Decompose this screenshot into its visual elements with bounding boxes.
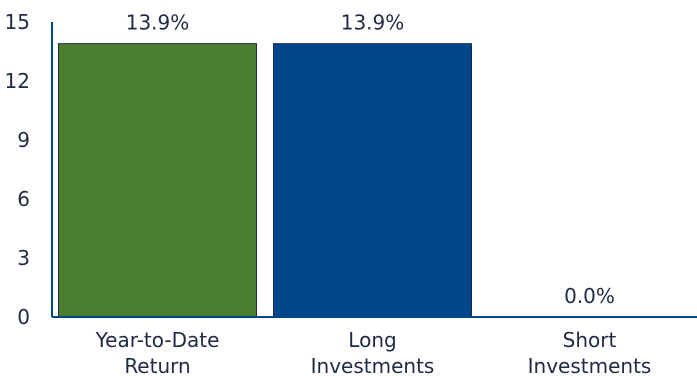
value-label-0: 13.9% [126,11,190,35]
y-tick-label-4: 12 [5,69,30,93]
category-label-0: Year-to-Date Return [95,328,220,376]
category-label-2: Short Investments [528,328,652,376]
category-label-1: Long Investments [311,328,435,376]
bars [58,43,689,318]
y-tick-label-0: 0 [17,305,30,329]
y-axis-ticks: 0 3 6 9 12 15 [5,10,30,329]
bar-1 [273,43,472,318]
y-tick-label-3: 9 [17,128,30,152]
value-label-1: 13.9% [341,11,405,35]
category-labels: Year-to-Date Return Long Investments Short In… [95,328,652,376]
y-tick-label-5: 15 [5,10,30,34]
value-label-2: 0.0% [564,284,615,308]
y-tick-label-1: 3 [17,246,30,270]
y-tick-label-2: 6 [17,187,30,211]
value-labels: 13.9% 13.9% 0.0% [126,11,615,308]
bar-0 [58,43,257,318]
